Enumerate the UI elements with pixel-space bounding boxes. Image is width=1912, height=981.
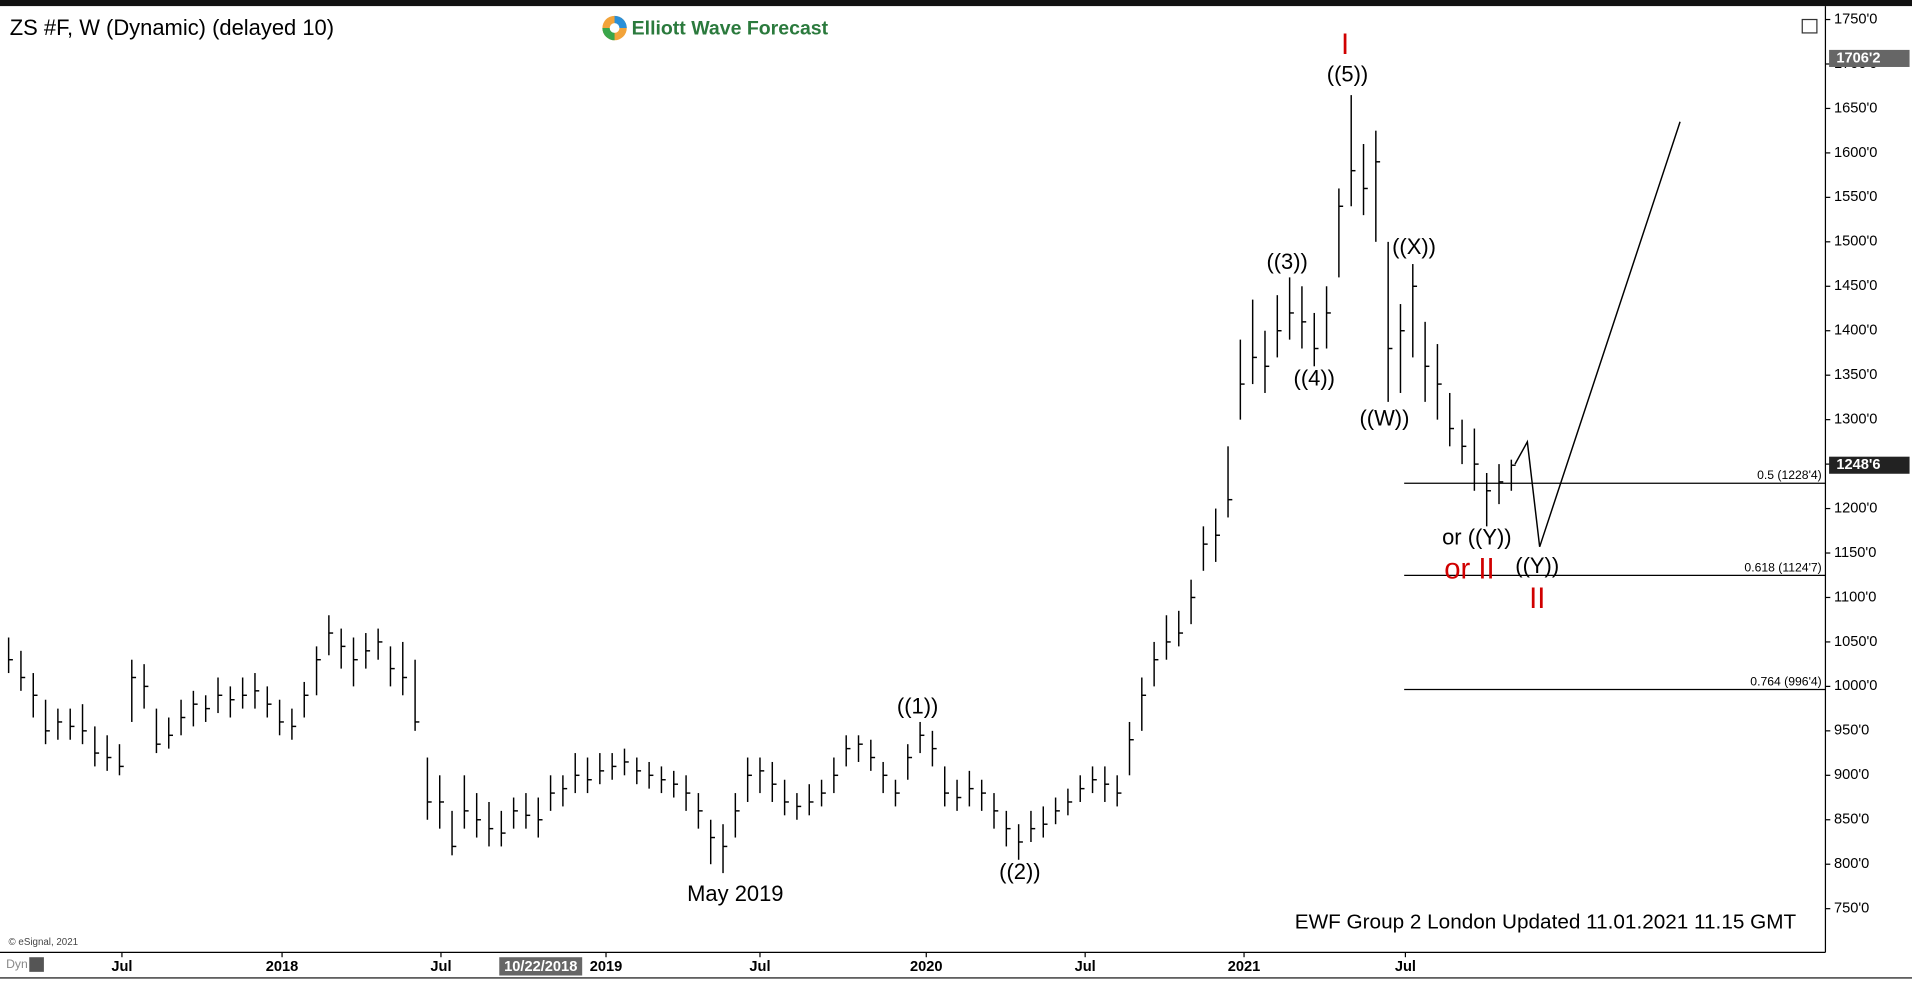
fib-label: 0.618 (1124'7) (1744, 560, 1821, 574)
y-tick-label: 1550'0 (1834, 189, 1877, 205)
y-tick-label: 950'0 (1834, 723, 1869, 739)
wave-label: ((4)) (1294, 365, 1335, 390)
y-tick-label: 1450'0 (1834, 278, 1877, 294)
price-marker-label: 1706'2 (1836, 50, 1880, 66)
price-marker (1829, 456, 1910, 474)
cursor-label: 10/22/2018 (504, 959, 577, 975)
projection-path (1514, 121, 1681, 548)
y-tick-label: 1050'0 (1834, 634, 1877, 650)
wave-label: ((2)) (999, 859, 1040, 884)
price-bars (7, 95, 1516, 874)
wave-label: II (1529, 583, 1545, 615)
price-marker-label: 1248'6 (1836, 457, 1880, 473)
footer-text: EWF Group 2 London Updated 11.01.2021 11… (1295, 911, 1797, 934)
y-tick-label: 1500'0 (1834, 234, 1877, 250)
y-tick-label: 1600'0 (1834, 145, 1877, 161)
mode-icon[interactable] (29, 957, 44, 972)
wave-label: or ((Y)) (1442, 525, 1511, 550)
x-tick-label: 2019 (590, 959, 623, 975)
x-tick-label: Jul (749, 959, 770, 975)
y-tick-label: 1300'0 (1834, 412, 1877, 428)
x-tick-label: 2018 (266, 959, 299, 975)
y-tick-label: 1150'0 (1834, 545, 1876, 561)
x-tick-label: Jul (111, 959, 132, 975)
y-tick-label: 1400'0 (1834, 323, 1877, 339)
chart-title: ZS #F, W (Dynamic) (delayed 10) (10, 15, 334, 40)
x-tick-label: Jul (1395, 959, 1416, 975)
mode-label: Dyn (6, 957, 28, 971)
y-tick-label: 850'0 (1834, 812, 1869, 828)
y-tick-label: 1350'0 (1834, 367, 1877, 383)
top-border (0, 0, 1912, 7)
credit-text: © eSignal, 2021 (9, 937, 79, 948)
wave-label: ((Y)) (1515, 553, 1559, 578)
fib-label: 0.5 (1228'4) (1757, 468, 1822, 482)
cursor-box (499, 957, 583, 976)
y-tick-label: 900'0 (1834, 767, 1869, 783)
x-tick-label: 2020 (910, 959, 943, 975)
x-tick-label: Jul (430, 959, 451, 975)
wave-label: May 2019 (687, 881, 783, 906)
y-tick-label: 750'0 (1834, 901, 1869, 917)
logo-text: Elliott Wave Forecast (632, 17, 829, 39)
y-tick-label: 1000'0 (1834, 678, 1877, 694)
wave-label: I (1341, 29, 1349, 61)
wave-label: or II (1444, 554, 1494, 586)
logo-icon-center (609, 23, 620, 33)
y-tick-label: 1100'0 (1834, 589, 1876, 605)
price-marker (1829, 49, 1910, 67)
wave-label: ((X)) (1392, 234, 1436, 259)
y-tick-label: 1200'0 (1834, 500, 1877, 516)
y-tick-label: 1650'0 (1834, 100, 1877, 116)
x-tick-label: 2021 (1228, 959, 1261, 975)
wave-label: ((1)) (897, 694, 938, 719)
window-icon[interactable] (1801, 18, 1818, 34)
wave-label: ((5)) (1327, 61, 1368, 86)
y-tick-label: 1750'0 (1834, 11, 1877, 27)
y-tick-label: 800'0 (1834, 856, 1869, 872)
wave-label: ((W)) (1359, 405, 1409, 430)
wave-label: ((3)) (1266, 249, 1307, 274)
fib-label: 0.764 (996'4) (1750, 674, 1821, 688)
x-tick-label: Jul (1075, 959, 1096, 975)
logo: Elliott Wave Forecast (602, 15, 829, 41)
